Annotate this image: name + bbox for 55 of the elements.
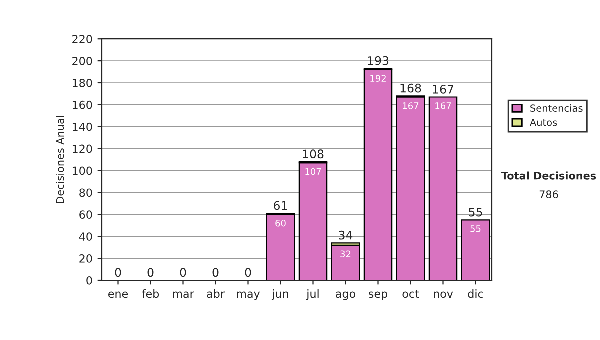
y-tick-label: 180 (72, 78, 92, 88)
y-tick-label: 120 (72, 144, 92, 154)
y-tick-label: 40 (79, 232, 92, 241)
bar (298, 162, 328, 280)
x-tick-label: ene (108, 292, 128, 298)
x-tick-label: mar (173, 292, 194, 298)
y-tick-label: 20 (80, 254, 92, 263)
data-label: 32 (340, 250, 351, 258)
x-tick-label: oct (402, 290, 420, 298)
y-axis-title: Decisiones Anual (56, 116, 64, 204)
data-label: 107 (306, 168, 322, 176)
data-label: 55 (470, 226, 481, 232)
bar (396, 96, 426, 280)
data-label: 167 (436, 102, 452, 110)
total-label: 168 (400, 84, 422, 93)
total-label: 34 (339, 230, 353, 240)
y-tick-label: 140 (72, 122, 92, 132)
total-label: 167 (433, 84, 454, 94)
data-label: 192 (370, 75, 386, 82)
y-tick-label: 80 (80, 188, 92, 198)
bar (428, 96, 458, 280)
total-label: 55 (469, 208, 482, 217)
y-tick-label: 160 (72, 100, 92, 110)
total-label: 0 (148, 268, 154, 278)
bar (331, 244, 360, 280)
bar (266, 214, 296, 280)
total-label: 0 (180, 268, 186, 278)
x-tick-label: sep (369, 292, 388, 300)
x-tick-label: feb (142, 290, 160, 298)
legend-label: Autos (530, 119, 558, 126)
total-label: 0 (115, 268, 122, 278)
y-tick-label: 0 (86, 276, 92, 285)
total-label: 0 (245, 268, 252, 278)
data-label: 60 (276, 220, 286, 227)
x-tick-label: may (237, 292, 260, 300)
y-tick-label: 100 (72, 166, 92, 176)
total-label: 61 (274, 201, 288, 210)
total-label: 193 (368, 56, 389, 66)
x-tick-label: nov (434, 292, 454, 298)
x-tick-label: abr (207, 290, 225, 298)
y-tick-label: 60 (80, 210, 92, 220)
x-tick-label: dic (468, 290, 484, 298)
total-label: 108 (303, 150, 324, 159)
y-tick-label: 220 (72, 35, 92, 44)
bar (364, 69, 393, 280)
bar (461, 220, 490, 280)
y-tick-label: 200 (72, 57, 92, 66)
x-tick-label: ago (336, 292, 356, 300)
data-label: 167 (403, 102, 419, 110)
legend-label: Sentencias (530, 104, 583, 112)
total-label: 0 (212, 268, 219, 278)
text: 786 (540, 190, 558, 199)
x-tick-label: jul (306, 290, 319, 300)
text: Total Decisiones (501, 172, 596, 180)
x-tick-label: jun (272, 290, 288, 300)
